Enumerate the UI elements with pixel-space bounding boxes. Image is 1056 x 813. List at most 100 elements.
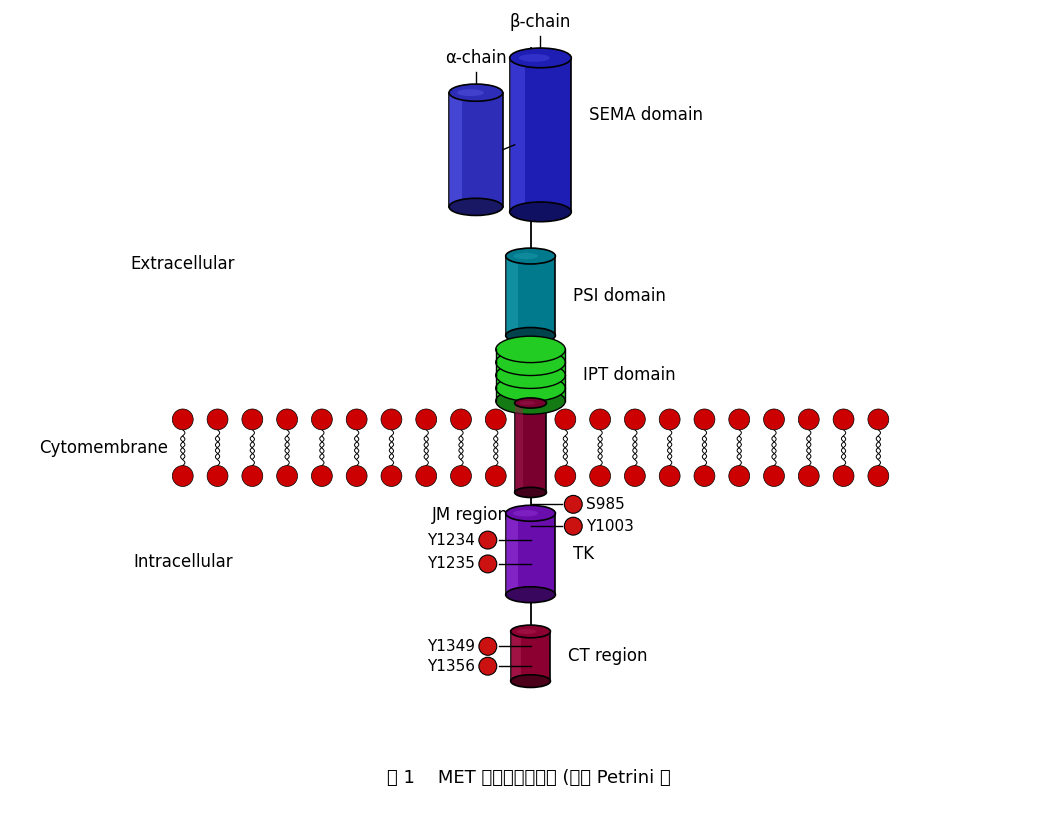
Circle shape — [833, 466, 854, 486]
Circle shape — [868, 409, 889, 430]
Text: Y1003: Y1003 — [586, 519, 634, 533]
Circle shape — [478, 555, 496, 573]
Text: SEMA domain: SEMA domain — [589, 106, 703, 124]
Ellipse shape — [495, 349, 565, 376]
Circle shape — [312, 466, 333, 486]
Circle shape — [486, 466, 506, 486]
Circle shape — [589, 466, 610, 486]
Polygon shape — [495, 350, 513, 363]
Text: S985: S985 — [586, 497, 625, 512]
Circle shape — [694, 409, 715, 430]
Text: TK: TK — [573, 545, 595, 563]
Text: IPT domain: IPT domain — [583, 366, 676, 385]
Ellipse shape — [449, 84, 503, 102]
Circle shape — [868, 466, 889, 486]
Ellipse shape — [513, 253, 538, 259]
Ellipse shape — [495, 388, 565, 415]
Polygon shape — [511, 632, 550, 681]
Circle shape — [521, 409, 541, 430]
Polygon shape — [510, 58, 571, 212]
Text: 图 1    MET 蛋白结构示意图 (改自 Petrini 等: 图 1 MET 蛋白结构示意图 (改自 Petrini 等 — [386, 769, 671, 788]
Circle shape — [833, 409, 854, 430]
Circle shape — [478, 637, 496, 655]
Circle shape — [763, 409, 785, 430]
Circle shape — [381, 466, 402, 486]
Circle shape — [207, 409, 228, 430]
Ellipse shape — [495, 362, 565, 389]
Polygon shape — [495, 350, 565, 363]
Ellipse shape — [506, 587, 555, 602]
Text: Y1356: Y1356 — [427, 659, 475, 674]
Polygon shape — [495, 388, 565, 401]
Circle shape — [589, 409, 610, 430]
Ellipse shape — [510, 48, 571, 67]
Ellipse shape — [514, 398, 546, 408]
Text: β-chain: β-chain — [510, 13, 571, 31]
Polygon shape — [511, 632, 521, 681]
Text: PSI domain: PSI domain — [573, 287, 666, 305]
Circle shape — [416, 409, 436, 430]
Ellipse shape — [520, 401, 535, 405]
Circle shape — [659, 466, 680, 486]
Circle shape — [763, 466, 785, 486]
Circle shape — [729, 466, 750, 486]
Circle shape — [521, 466, 541, 486]
Circle shape — [798, 466, 819, 486]
Ellipse shape — [511, 675, 550, 688]
Ellipse shape — [449, 198, 503, 215]
Circle shape — [486, 409, 506, 430]
Text: Extracellular: Extracellular — [131, 255, 235, 273]
Polygon shape — [514, 403, 523, 493]
Circle shape — [381, 409, 402, 430]
Text: Cytomembrane: Cytomembrane — [39, 439, 168, 457]
Polygon shape — [506, 256, 555, 336]
Text: α-chain: α-chain — [445, 50, 507, 67]
Circle shape — [346, 409, 367, 430]
Polygon shape — [495, 363, 565, 376]
Polygon shape — [449, 93, 503, 207]
Circle shape — [242, 409, 263, 430]
Circle shape — [624, 466, 645, 486]
Ellipse shape — [506, 328, 555, 343]
Circle shape — [207, 466, 228, 486]
Circle shape — [478, 531, 496, 549]
Polygon shape — [506, 513, 555, 594]
Circle shape — [798, 409, 819, 430]
Circle shape — [277, 409, 298, 430]
Text: Y1235: Y1235 — [427, 556, 475, 572]
Polygon shape — [506, 256, 518, 336]
Circle shape — [694, 466, 715, 486]
Circle shape — [451, 466, 471, 486]
Circle shape — [478, 657, 496, 675]
Ellipse shape — [513, 510, 538, 516]
Ellipse shape — [510, 202, 571, 222]
Polygon shape — [495, 376, 565, 388]
Circle shape — [554, 466, 576, 486]
Ellipse shape — [506, 506, 555, 521]
Ellipse shape — [495, 337, 565, 363]
Polygon shape — [495, 376, 513, 388]
Circle shape — [564, 517, 582, 535]
Polygon shape — [495, 363, 513, 376]
Circle shape — [564, 495, 582, 513]
Circle shape — [624, 409, 645, 430]
Text: JM region: JM region — [432, 506, 509, 524]
Text: Intracellular: Intracellular — [133, 553, 232, 571]
Polygon shape — [506, 513, 518, 594]
Circle shape — [172, 409, 193, 430]
Circle shape — [554, 409, 576, 430]
Ellipse shape — [511, 625, 550, 638]
Ellipse shape — [506, 248, 555, 264]
Circle shape — [451, 409, 471, 430]
Polygon shape — [510, 58, 525, 212]
Ellipse shape — [457, 89, 484, 96]
Circle shape — [416, 466, 436, 486]
Text: CT region: CT region — [568, 647, 647, 665]
Text: Y1349: Y1349 — [427, 639, 475, 654]
Circle shape — [729, 409, 750, 430]
Text: Y1234: Y1234 — [427, 533, 475, 548]
Ellipse shape — [514, 487, 546, 498]
Ellipse shape — [495, 375, 565, 402]
Circle shape — [277, 466, 298, 486]
Polygon shape — [449, 93, 463, 207]
